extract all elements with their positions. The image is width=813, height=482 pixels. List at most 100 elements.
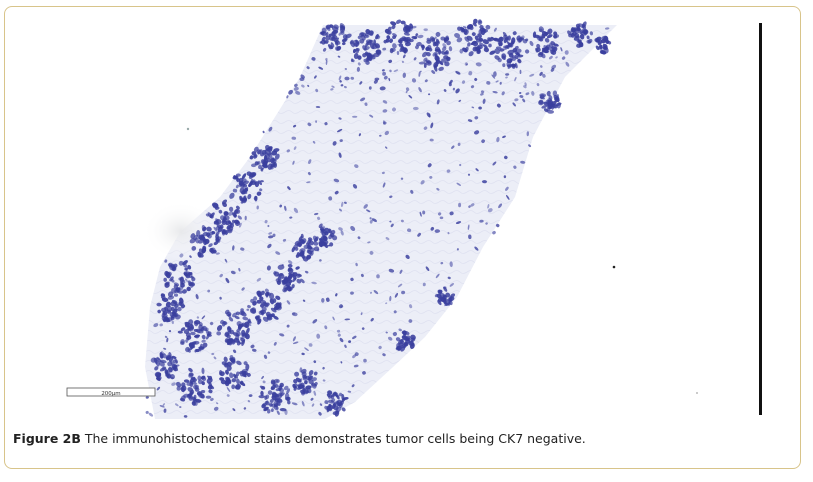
nucleus: [386, 35, 391, 40]
nucleus: [398, 328, 402, 332]
nucleus: [586, 35, 590, 40]
nucleus: [328, 196, 333, 201]
nucleus: [382, 120, 385, 125]
nucleus: [270, 157, 275, 164]
nucleus: [539, 93, 547, 98]
figure-caption: Figure 2B The immunohistochemical stains…: [13, 431, 783, 446]
nucleus: [430, 122, 434, 129]
nucleus: [264, 219, 268, 224]
nucleus: [211, 202, 219, 208]
nucleus: [438, 289, 443, 294]
nucleus: [260, 159, 267, 166]
nucleus: [241, 287, 245, 291]
nucleus: [262, 130, 265, 134]
nucleus: [443, 286, 448, 292]
nucleus: [464, 46, 469, 53]
nucleus: [312, 319, 318, 324]
nucleus: [288, 287, 294, 292]
nucleus: [236, 360, 242, 366]
nucleus: [164, 281, 170, 286]
nucleus: [411, 78, 417, 83]
nucleus: [247, 193, 252, 200]
nucleus: [272, 298, 277, 303]
nucleus: [474, 78, 478, 81]
nucleus: [306, 388, 312, 394]
nucleus: [287, 263, 293, 268]
nucleus: [443, 297, 449, 302]
nucleus: [589, 31, 594, 36]
nucleus: [209, 321, 214, 326]
nucleus: [393, 69, 399, 72]
nucleus: [546, 90, 551, 97]
nucleus: [229, 192, 235, 199]
nucleus: [460, 26, 465, 33]
nucleus: [277, 302, 282, 309]
nucleus: [421, 44, 425, 51]
nucleus: [180, 339, 185, 344]
nucleus: [246, 171, 252, 177]
nucleus: [260, 167, 264, 172]
speck: [696, 392, 698, 394]
nucleus: [220, 379, 227, 385]
nucleus: [302, 374, 307, 379]
nucleus: [235, 371, 240, 377]
nucleus: [228, 211, 234, 216]
nucleus: [396, 51, 400, 55]
nucleus: [378, 345, 382, 350]
nucleus: [541, 53, 546, 59]
nucleus: [301, 84, 305, 88]
nucleus: [313, 360, 317, 364]
nucleus: [325, 59, 328, 65]
nucleus: [401, 290, 406, 295]
nucleus: [201, 376, 207, 382]
nucleus: [352, 335, 357, 340]
nucleus: [265, 144, 271, 151]
nucleus: [448, 296, 455, 302]
nucleus: [560, 47, 563, 52]
nucleus: [542, 73, 546, 78]
nucleus: [326, 406, 331, 413]
nucleus: [215, 402, 219, 405]
nucleus: [529, 40, 534, 47]
nucleus: [399, 339, 405, 344]
nucleus: [231, 212, 237, 217]
nucleus: [402, 54, 406, 59]
nucleus: [501, 91, 505, 96]
nucleus: [315, 106, 321, 108]
nucleus: [360, 312, 363, 316]
nucleus: [519, 91, 522, 95]
nucleus: [477, 20, 483, 26]
nucleus: [226, 394, 230, 397]
nucleus: [501, 53, 507, 59]
nucleus: [339, 337, 344, 343]
nucleus: [382, 100, 388, 104]
nucleus: [309, 250, 314, 256]
nucleus: [270, 307, 277, 313]
nucleus: [188, 367, 193, 373]
nucleus: [411, 36, 418, 40]
nucleus: [210, 397, 214, 402]
nucleus: [366, 209, 371, 213]
nucleus: [196, 316, 200, 319]
nucleus: [266, 157, 272, 163]
nucleus: [419, 211, 422, 217]
nucleus: [355, 262, 358, 267]
nucleus: [384, 130, 389, 136]
nucleus: [400, 45, 405, 53]
nucleus: [287, 267, 294, 273]
nucleus: [296, 273, 301, 278]
nucleus: [183, 379, 190, 383]
nucleus: [230, 356, 236, 363]
nucleus: [213, 226, 218, 232]
nucleus: [261, 149, 267, 155]
nucleus: [247, 304, 251, 309]
nucleus: [235, 311, 240, 316]
nucleus: [373, 290, 379, 295]
nucleus: [165, 373, 170, 378]
nucleus: [468, 71, 473, 76]
nucleus: [240, 372, 245, 377]
nucleus: [185, 274, 190, 279]
nucleus: [498, 203, 503, 209]
nucleus: [449, 211, 454, 216]
nucleus: [258, 395, 266, 399]
